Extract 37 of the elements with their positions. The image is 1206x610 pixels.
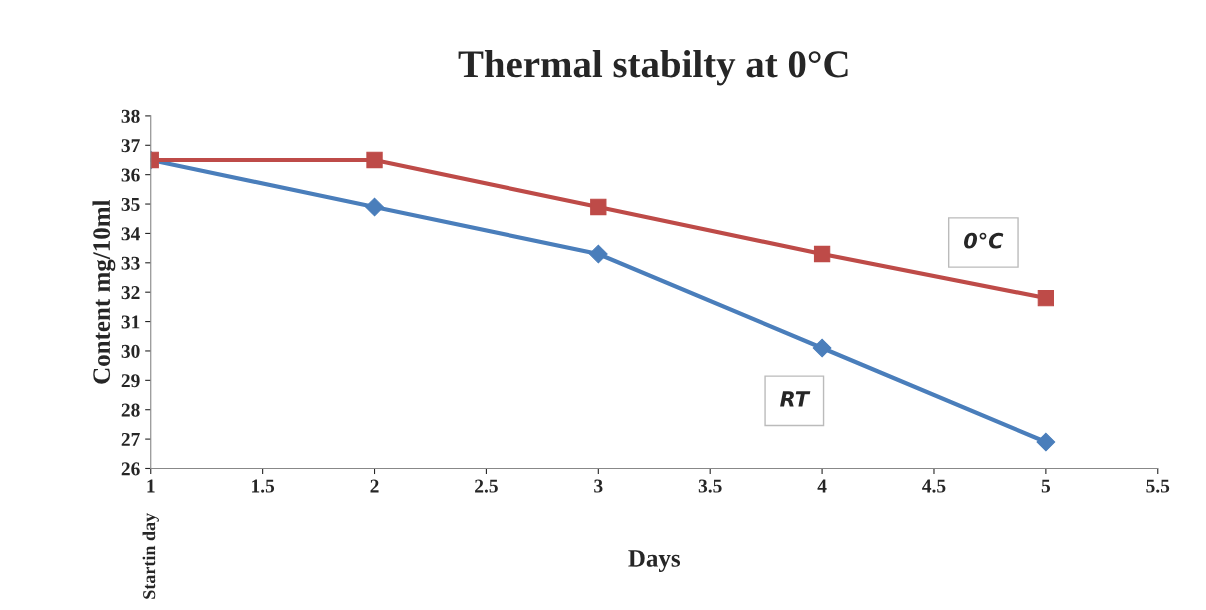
y-tick-label: 27 <box>121 432 140 446</box>
y-tick-label: 38 <box>121 109 140 123</box>
x-tick-label: 1.5 <box>252 479 275 493</box>
y-tick-label: 34 <box>121 227 140 241</box>
y-tick-label: 33 <box>121 256 140 270</box>
x-tick-label: 3.5 <box>698 479 722 493</box>
x-tick-label: 1 <box>147 479 155 493</box>
y-tick-label: 30 <box>121 344 140 358</box>
point <box>366 151 383 169</box>
y-tick-label: 28 <box>121 403 140 417</box>
x-tick-label: 4.5 <box>922 479 946 493</box>
y-tick-label: 29 <box>121 374 140 388</box>
y-tick-label: 36 <box>121 168 140 182</box>
y-tick-label: 35 <box>121 197 140 211</box>
x-tick-label: 2.5 <box>475 479 498 493</box>
y-axis-title: Content mg/10ml <box>92 199 116 384</box>
x-tick-label: 4 <box>817 479 827 493</box>
point <box>1037 289 1055 307</box>
point <box>813 245 831 263</box>
point <box>1036 432 1056 452</box>
y-tick-label: 37 <box>121 139 140 153</box>
point <box>588 244 608 264</box>
point <box>590 198 607 216</box>
x-tick-label: 2 <box>370 479 379 493</box>
x-tick-label: 3 <box>594 479 603 493</box>
series-label: RT <box>780 391 811 407</box>
y-tick-label: 31 <box>121 315 140 329</box>
series-label: 0°C <box>964 232 1004 249</box>
y-tick-label: 32 <box>121 286 140 300</box>
y-tick-label: 26 <box>121 462 140 476</box>
chart-title: Thermal stabilty at 0°C <box>458 50 848 86</box>
point <box>812 338 832 358</box>
text: Startin day <box>142 513 159 599</box>
x-axis-title: Days <box>628 550 681 572</box>
x-tick-label: 5.5 <box>1146 479 1170 493</box>
point <box>365 197 384 217</box>
x-tick-label: 5 <box>1041 479 1051 493</box>
